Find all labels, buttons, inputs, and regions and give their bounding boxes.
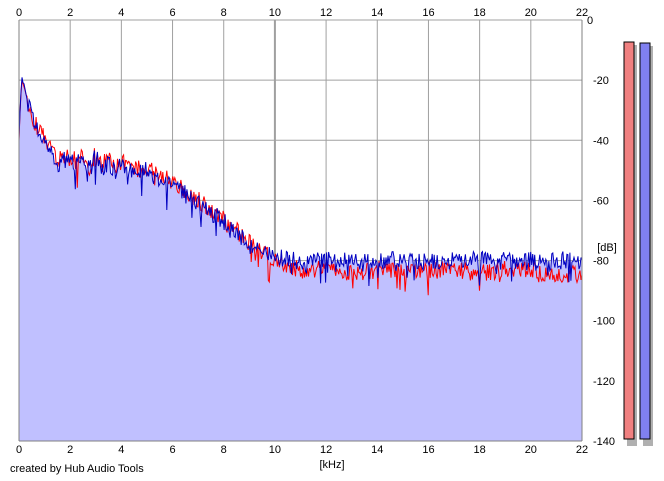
x-tick-labels-top: 0 2 4 6 8 10 12 14 16 18 20 22 (16, 7, 588, 19)
x-tick-label-bottom: 12 (320, 444, 332, 456)
spectrum-fill (19, 77, 582, 442)
x-tick-label-top: 12 (320, 7, 332, 19)
x-tick-label-top: 18 (474, 7, 486, 19)
x-tick-label-bottom: 10 (269, 444, 281, 456)
x-tick-label-top: 0 (16, 7, 22, 19)
x-tick-label-bottom: 22 (576, 444, 588, 456)
y-tick-label: -20 (593, 75, 609, 87)
x-tick-label-top: 2 (67, 7, 73, 19)
x-tick-label-bottom: 0 (16, 444, 22, 456)
x-tick-label-top: 4 (118, 7, 124, 19)
x-tick-label-bottom: 6 (169, 444, 175, 456)
y-tick-labels: 0 -20 -40 -60 -80 -100 -120 -140 (587, 15, 615, 448)
x-tick-label-top: 14 (371, 7, 383, 19)
y-tick-label: -100 (593, 316, 615, 328)
series-lines (18, 77, 583, 296)
x-tick-label-bottom: 4 (118, 444, 124, 456)
level-meters (623, 41, 653, 446)
y-tick-label: -40 (593, 135, 609, 147)
y-tick-label: 0 (587, 15, 593, 27)
x-tick-label-bottom: 16 (422, 444, 434, 456)
y-tick-label: -60 (593, 195, 609, 207)
x-tick-label-top: 22 (576, 7, 588, 19)
x-tick-label-bottom: 8 (221, 444, 227, 456)
x-tick-label-bottom: 18 (474, 444, 486, 456)
x-tick-label-bottom: 14 (371, 444, 383, 456)
y-tick-label: -80 (593, 256, 609, 268)
x-tick-label-top: 8 (221, 7, 227, 19)
credit-label: created by Hub Audio Tools (10, 463, 144, 475)
spectrum-fill-area (19, 77, 582, 442)
x-tick-label-top: 10 (269, 7, 281, 19)
y-tick-label: -140 (593, 436, 615, 448)
level-meter-right (639, 42, 651, 440)
x-tick-label-bottom: 2 (67, 444, 73, 456)
x-tick-label-top: 20 (525, 7, 537, 19)
x-tick-label-top: 16 (422, 7, 434, 19)
y-tick-label: -120 (593, 376, 615, 388)
series-line-blue (18, 77, 583, 287)
x-tick-labels-bottom: 0 2 4 6 8 10 12 14 16 18 20 22 (16, 444, 588, 456)
x-tick-label-bottom: 20 (525, 444, 537, 456)
plot-frame (18, 20, 583, 442)
x-axis-label: [kHz] (319, 459, 344, 471)
x-tick-label-top: 6 (169, 7, 175, 19)
level-meter-left (623, 41, 635, 440)
y-axis-label: [dB] (597, 242, 617, 254)
